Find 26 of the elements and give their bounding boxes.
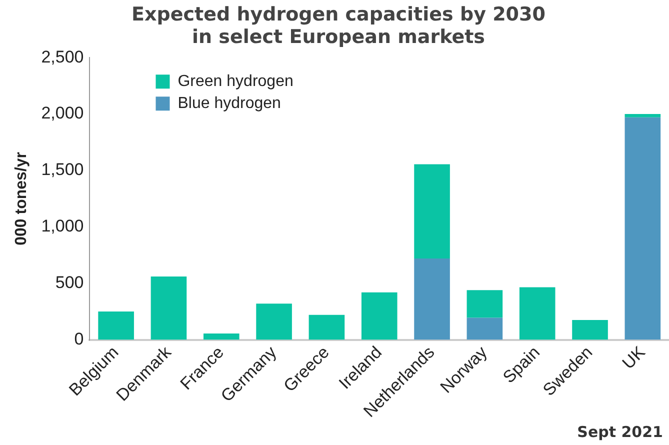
- bar: [519, 287, 556, 340]
- y-tick-label: 0: [74, 329, 84, 348]
- bar: [624, 114, 661, 118]
- x-tick-label: UK: [618, 342, 650, 373]
- y-tick-label: 2,000: [41, 104, 84, 123]
- bar: [624, 117, 661, 340]
- bar: [414, 164, 450, 258]
- text: Sept 2021: [577, 423, 663, 441]
- bar: [308, 314, 345, 340]
- bar: [361, 292, 398, 340]
- y-tick-label: 2,500: [41, 47, 84, 66]
- legend-label: Blue hydrogen: [178, 95, 281, 112]
- bar: [98, 312, 134, 340]
- bar: [203, 334, 240, 340]
- y-tick-label: 1,500: [41, 160, 84, 180]
- bar: [572, 320, 608, 340]
- bar: [150, 276, 187, 340]
- y-tick-label: 1,000: [41, 216, 84, 236]
- y-axis-title: 000 tones/yr: [13, 152, 30, 246]
- bar: [414, 258, 450, 340]
- bar: [256, 304, 292, 340]
- y-tick-label: 500: [55, 273, 84, 292]
- legend-label: Green hydrogen: [178, 73, 294, 90]
- bar: [466, 318, 503, 340]
- bar: [466, 290, 503, 318]
- chart-title: Expected hydrogen capacities by 2030 in select European markets: [132, 3, 546, 48]
